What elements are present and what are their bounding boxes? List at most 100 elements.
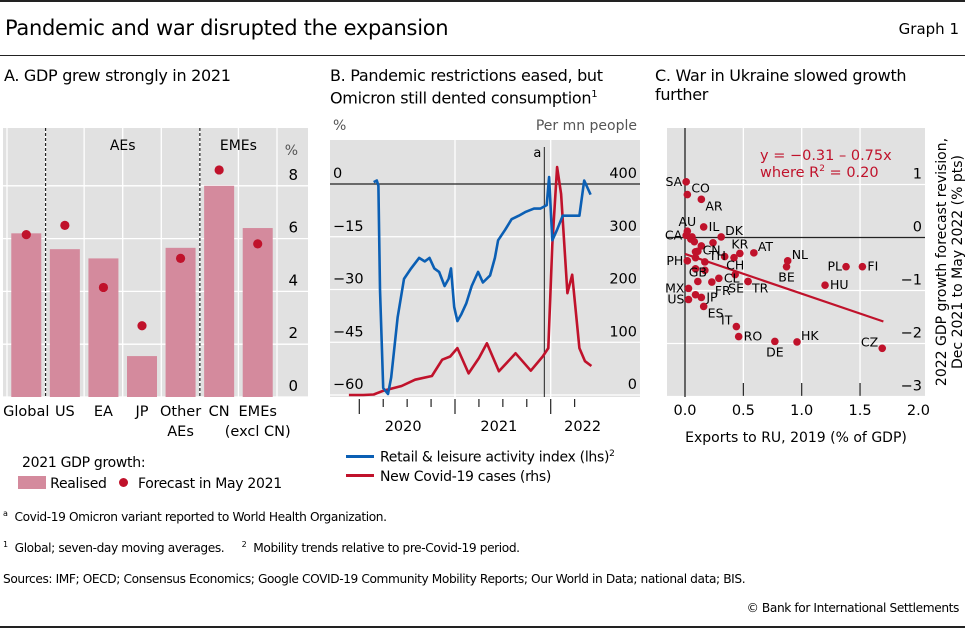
point-label-ph: PH: [666, 253, 683, 268]
x-axis-title: Exports to RU, 2019 (% of GDP): [685, 430, 907, 446]
legend-blue-line: [346, 454, 374, 458]
scatter-point-hu: [821, 281, 829, 290]
x-tick-label: CN: [209, 404, 230, 420]
group-label-aes: AEs: [110, 138, 136, 154]
scatter-point-kr: [736, 249, 744, 258]
footnote-1-text: Global; seven-day moving averages.: [14, 541, 225, 556]
point-label-mx: MX: [665, 280, 685, 295]
panel-b-legend-red: New Covid-19 cases (rhs): [346, 469, 551, 485]
x-tick-label: AEs: [167, 424, 194, 440]
scatter-point: [691, 290, 700, 299]
point-label-ca: CA: [665, 227, 683, 242]
bar-us: [49, 249, 80, 397]
point-label-ar: AR: [705, 198, 723, 213]
scatter-point: [730, 253, 738, 262]
footnote-2-text: Mobility trends relative to pre-Covid-19…: [253, 541, 520, 556]
legend-bar-swatch: [18, 476, 46, 489]
y-tick-label: 6: [288, 219, 298, 237]
y-tick-label: 4: [288, 271, 298, 289]
right-tick-label: 400: [609, 166, 637, 182]
x-tick-label-2021: 2021: [480, 419, 517, 435]
point-label-au: AU: [678, 214, 696, 229]
panel-b-title-line2: Omicron still dented consumption: [330, 88, 592, 108]
panel-c-title-line1: C. War in Ukraine slowed growth: [655, 66, 907, 85]
y-tick-label: −2: [901, 326, 922, 342]
point-label-sa: SA: [665, 174, 682, 189]
forecast-dot-ea: [98, 282, 109, 293]
footnote-1-mark: 1: [3, 540, 8, 549]
series-line-retail-leisure: [373, 175, 592, 396]
y-tick-label: 2: [288, 324, 298, 342]
legend-blue-label: Retail & leisure activity index (lhs): [380, 449, 610, 466]
scatter-point-nl: [783, 257, 792, 265]
scatter-point-gb: [694, 277, 702, 286]
forecast-dot-cn: [214, 165, 224, 175]
series-line-covid-cases: [348, 165, 593, 397]
x-tick-label: Global: [3, 404, 49, 420]
top-rule: [0, 0, 965, 2]
y-axis-title-line2: Dec 2021 to May 2022 (% pts): [950, 155, 965, 369]
scatter-point-mx: [684, 284, 693, 293]
x-tick-label-2020: 2020: [385, 419, 422, 435]
point-label-tr: TR: [751, 280, 769, 295]
panel-c-title: C. War in Ukraine slowed growth further: [655, 66, 907, 104]
point-label-us: US: [667, 292, 684, 307]
x-tick-label: EMEs: [239, 404, 277, 420]
point-label-il: IL: [709, 219, 720, 234]
y-tick-label: 1: [913, 167, 922, 183]
scatter-point: [690, 237, 699, 246]
left-tick-label: −60: [333, 377, 364, 393]
point-label-it: IT: [721, 313, 733, 328]
y-axis-title: 2022 GDP growth forecast revision, Dec 20…: [934, 138, 965, 386]
right-tick-label: 100: [609, 324, 637, 340]
forecast-dot-jp: [137, 321, 147, 331]
panel-b-legend-blue: Retail & leisure activity index (lhs)2: [346, 449, 615, 466]
scatter-point-dk: [717, 233, 725, 241]
left-tick-label: −45: [333, 324, 364, 340]
panel-a-legend: Realised Forecast in May 2021: [18, 476, 282, 492]
charts-canvas: 0 2 4 6 8% AEs EMEs Global US EA JP Other AEs CN EMEs (…: [3, 118, 965, 446]
group-label-emes: EMEs: [220, 138, 257, 154]
point-label-cl: CL: [724, 270, 740, 285]
left-tick-label: 0: [333, 166, 342, 182]
footnote-a: a Covid-19 Omicron variant reported to W…: [3, 509, 387, 524]
y-axis-title-line1: 2022 GDP growth forecast revision,: [934, 138, 950, 386]
x-tick-label: JP: [134, 404, 148, 420]
scatter-point: [701, 266, 709, 275]
panel-a-legend-title: 2021 GDP growth:: [22, 455, 146, 471]
legend-realised-label: Realised: [50, 476, 107, 492]
scatter-point: [709, 239, 717, 247]
legend-forecast-label: Forecast in May 2021: [137, 476, 282, 492]
scatter-point: [691, 264, 700, 273]
regression-equation: y = −0.31 – 0.75x: [760, 148, 892, 164]
forecast-dot-global: [21, 230, 31, 240]
footnote-ref-1: 1: [591, 89, 598, 100]
y-tick-label: 0: [288, 377, 298, 395]
footnote-a-text: Covid-19 Omicron variant reported to Wor…: [14, 510, 387, 525]
scatter-point-fi: [858, 262, 867, 271]
scatter-point-co: [683, 190, 692, 199]
point-label-hk: HK: [801, 328, 819, 343]
scatter-point-ch: [731, 270, 739, 279]
panel-a-title: A. GDP grew strongly in 2021: [4, 66, 231, 85]
scatter-point-ro: [734, 332, 743, 341]
right-tick-label: 0: [628, 377, 637, 393]
graph-title: Pandemic and war disrupted the expansion: [5, 16, 449, 40]
scatter-point-it: [732, 322, 741, 331]
y-tick-label: −3: [901, 379, 922, 395]
point-label-cz: CZ: [861, 334, 878, 349]
footnote-2-mark: 2: [241, 540, 247, 549]
forecast-dot-other-aes: [175, 253, 186, 263]
point-label-es: ES: [708, 305, 724, 320]
right-tick-label: 300: [609, 219, 637, 235]
forecast-dot-us: [60, 220, 70, 230]
legend-red-label: New Covid-19 cases (rhs): [380, 469, 552, 485]
scatter-point-il: [699, 223, 708, 231]
legend-red-line: [346, 474, 374, 477]
point-label-jp: JP: [705, 289, 718, 304]
scatter-point-tr: [744, 277, 752, 286]
panel-b-title-line1: B. Pandemic restrictions eased, but: [330, 66, 603, 85]
footnote-ref-2: 2: [609, 449, 615, 459]
title-rule: [0, 55, 965, 56]
scatter-point-es: [699, 302, 708, 311]
